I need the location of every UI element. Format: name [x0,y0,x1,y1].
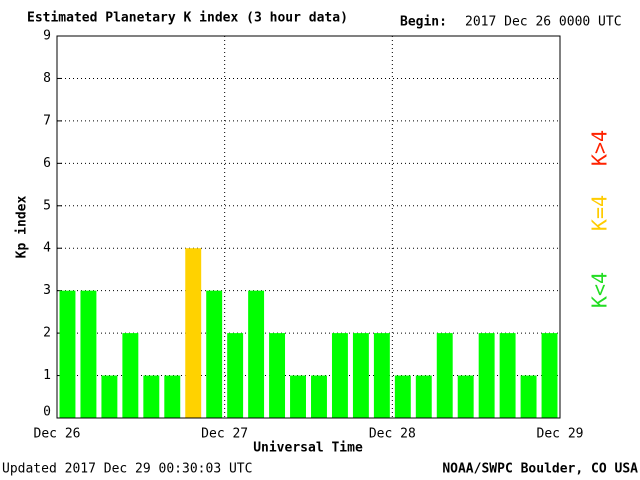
bar [269,333,286,418]
bar [541,333,558,418]
bar [436,333,453,418]
chart-title: Estimated Planetary K index (3 hour data… [27,11,348,26]
x-tick-label: Dec 26 [34,427,81,442]
bar [101,375,118,418]
bar [80,290,97,418]
bar [59,290,76,418]
bar [352,333,369,418]
legend-label: K<4 [588,272,612,308]
x-tick-label: Dec 29 [537,427,584,442]
bar [415,375,432,418]
y-tick-label: 1 [43,368,51,383]
bar [143,375,160,418]
legend-label: K>4 [588,130,612,166]
y-tick-label: 4 [43,241,51,256]
x-tick-label: Dec 28 [369,427,416,442]
x-axis-label: Universal Time [253,441,363,456]
bar [499,333,516,418]
y-tick-label: 6 [43,156,51,171]
bar [394,375,411,418]
bar [227,333,244,418]
x-tick-label: Dec 27 [201,427,248,442]
y-axis-label: Kp index [15,196,30,259]
begin-date: 2017 Dec 26 0000 UTC [465,15,622,30]
bar [164,375,181,418]
y-tick-label: 9 [43,29,51,44]
bar [185,248,202,418]
bar [331,333,348,418]
source: NOAA/SWPC Boulder, CO USA [442,462,638,477]
y-tick-label: 0 [43,405,51,420]
bar [206,290,223,418]
bar [478,333,495,418]
y-tick-label: 2 [43,326,51,341]
bar [311,375,327,418]
bar [373,333,390,418]
legend-label: K=4 [588,195,612,231]
y-tick-label: 8 [43,71,51,86]
updated: Updated 2017 Dec 29 00:30:03 UTC [2,462,252,477]
bar [290,375,306,418]
bar [248,290,265,418]
bar [457,375,474,418]
plot-frame [56,35,561,419]
bar [122,333,139,418]
begin-label: Begin: [400,15,447,30]
y-tick-label: 7 [43,113,51,128]
bar [520,375,537,418]
y-tick-label: 3 [43,283,51,298]
y-tick-label: 5 [43,198,51,213]
